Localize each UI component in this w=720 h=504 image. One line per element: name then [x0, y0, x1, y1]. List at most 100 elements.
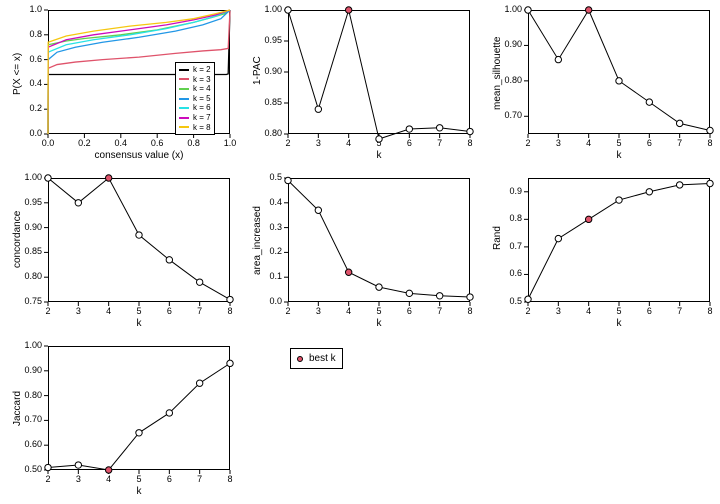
jaccard-xtick: 7: [185, 475, 215, 484]
concordance-xtick: 4: [94, 307, 124, 316]
cdf-xtick: 0.2: [69, 139, 99, 148]
concordance-ytick: 0.80: [12, 272, 42, 281]
pac-xtick: 2: [273, 139, 303, 148]
jaccard-ytick: 0.90: [12, 366, 42, 375]
area_increased-ytick: 0.0: [252, 297, 282, 306]
silhouette-xtick: 7: [665, 139, 695, 148]
rand-xtick: 8: [695, 307, 720, 316]
cdf-ytick: 1.0: [12, 5, 42, 14]
cdf-legend-item: k = 7: [179, 113, 211, 123]
legend-text: k = 6: [193, 103, 211, 113]
legend-text: k = 7: [193, 113, 211, 123]
legend-swatch: [179, 78, 189, 80]
jaccard-ylabel: Jaccard: [12, 390, 23, 425]
rand-ytick: 0.8: [492, 214, 522, 223]
concordance-ytick: 0.95: [12, 198, 42, 207]
silhouette-ytick: 0.70: [492, 111, 522, 120]
legend-swatch: [179, 107, 189, 109]
rand-ytick: 0.9: [492, 187, 522, 196]
cdf-ytick: 0.8: [12, 30, 42, 39]
cdf-legend-item: k = 6: [179, 103, 211, 113]
area_increased-xtick: 8: [455, 307, 485, 316]
jaccard-xtick: 3: [63, 475, 93, 484]
cdf-xtick: 0.4: [106, 139, 136, 148]
legend-text: k = 3: [193, 75, 211, 85]
pac-xtick: 8: [455, 139, 485, 148]
jaccard-ytick: 0.60: [12, 440, 42, 449]
area_increased-xtick: 5: [364, 307, 394, 316]
concordance-xtick: 6: [154, 307, 184, 316]
area_increased-xtick: 3: [303, 307, 333, 316]
jaccard-xtick: 8: [215, 475, 245, 484]
area_increased-xlabel: k: [288, 318, 470, 329]
rand-xtick: 4: [574, 307, 604, 316]
concordance-xtick: 8: [215, 307, 245, 316]
concordance-xtick: 5: [124, 307, 154, 316]
area_increased-ytick: 0.5: [252, 173, 282, 182]
concordance-svg: [48, 178, 230, 302]
legend-swatch: [179, 98, 189, 100]
best-k-dot: [297, 356, 303, 362]
jaccard-ytick: 0.50: [12, 465, 42, 474]
rand-ytick: 0.5: [492, 297, 522, 306]
cdf-xtick: 0.8: [179, 139, 209, 148]
cdf-legend-item: k = 4: [179, 84, 211, 94]
pac-xtick: 4: [334, 139, 364, 148]
rand-xlabel: k: [528, 318, 710, 329]
legend-text: k = 5: [193, 94, 211, 104]
rand-ylabel: Rand: [492, 226, 503, 250]
jaccard-xtick: 2: [33, 475, 63, 484]
concordance-ytick: 1.00: [12, 173, 42, 182]
legend-swatch: [179, 88, 189, 90]
silhouette-xtick: 5: [604, 139, 634, 148]
legend-swatch: [179, 117, 189, 119]
cdf-legend-item: k = 5: [179, 94, 211, 104]
cdf-legend: k = 2k = 3k = 4k = 5k = 6k = 7k = 8: [175, 62, 215, 135]
best-k-legend: best k: [290, 348, 343, 369]
legend-swatch: [179, 126, 189, 128]
area_increased-svg: [288, 178, 470, 302]
silhouette-xtick: 6: [634, 139, 664, 148]
silhouette-xtick: 8: [695, 139, 720, 148]
area_increased-xtick: 7: [425, 307, 455, 316]
pac-xtick: 7: [425, 139, 455, 148]
best-k-label: best k: [309, 353, 336, 364]
rand-svg: [528, 178, 710, 302]
pac-ytick: 1.00: [252, 5, 282, 14]
cdf-legend-item: k = 2: [179, 65, 211, 75]
figure-root: best k 0.00.20.40.60.81.00.00.20.40.60.8…: [0, 0, 720, 504]
pac-ytick: 0.95: [252, 36, 282, 45]
cdf-xlabel: consensus value (x): [48, 150, 230, 161]
area_increased-xtick: 6: [394, 307, 424, 316]
rand-ytick: 0.6: [492, 269, 522, 278]
rand-xtick: 7: [665, 307, 695, 316]
pac-ytick: 0.80: [252, 129, 282, 138]
area_increased-xtick: 2: [273, 307, 303, 316]
area_increased-xtick: 4: [334, 307, 364, 316]
rand-xtick: 2: [513, 307, 543, 316]
jaccard-svg: [48, 346, 230, 470]
silhouette-xtick: 3: [543, 139, 573, 148]
silhouette-ytick: 1.00: [492, 5, 522, 14]
silhouette-xlabel: k: [528, 150, 710, 161]
pac-ylabel: 1-PAC: [252, 56, 263, 85]
jaccard-xtick: 6: [154, 475, 184, 484]
jaccard-xtick: 5: [124, 475, 154, 484]
pac-xlabel: k: [288, 150, 470, 161]
rand-xtick: 3: [543, 307, 573, 316]
silhouette-svg: [528, 10, 710, 134]
cdf-xtick: 1.0: [215, 139, 245, 148]
concordance-xtick: 2: [33, 307, 63, 316]
pac-svg: [288, 10, 470, 134]
concordance-xtick: 3: [63, 307, 93, 316]
jaccard-xlabel: k: [48, 486, 230, 497]
cdf-xtick: 0.0: [33, 139, 63, 148]
silhouette-xtick: 4: [574, 139, 604, 148]
cdf-legend-item: k = 3: [179, 75, 211, 85]
concordance-ytick: 0.75: [12, 297, 42, 306]
cdf-ylabel: P(X <= x): [12, 52, 23, 94]
rand-xtick: 6: [634, 307, 664, 316]
jaccard-ytick: 1.00: [12, 341, 42, 350]
pac-xtick: 6: [394, 139, 424, 148]
pac-ytick: 0.85: [252, 98, 282, 107]
